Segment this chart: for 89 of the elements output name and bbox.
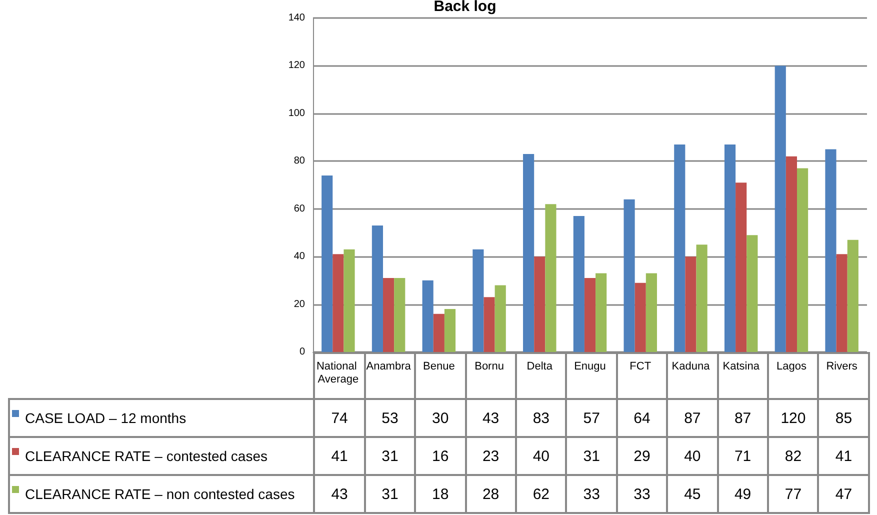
x-tick-label: Katsina [722, 360, 760, 372]
bar [674, 144, 686, 352]
y-tick-label: 140 [288, 12, 306, 24]
bar [322, 175, 333, 352]
bar [634, 282, 646, 352]
bar [344, 249, 355, 352]
bar [534, 256, 546, 352]
data-label: 74 [314, 399, 365, 437]
bar [523, 154, 534, 352]
data-label: 30 [415, 399, 466, 437]
bar [444, 309, 456, 352]
data-label: 71 [718, 437, 768, 475]
x-tick-label: Bornu [474, 360, 504, 372]
bar [746, 235, 758, 352]
bar [596, 273, 607, 352]
x-tick-label: FCT [630, 360, 652, 372]
bar [332, 254, 344, 352]
data-label: 18 [415, 475, 466, 513]
data-label: 77 [768, 475, 818, 513]
data-label: 85 [818, 399, 869, 437]
bar [724, 144, 736, 352]
y-tick-label: 20 [294, 298, 306, 310]
data-label: 40 [667, 437, 718, 475]
data-label: 40 [516, 437, 566, 475]
bar [774, 66, 786, 352]
bar [836, 254, 848, 352]
bar [494, 285, 506, 352]
y-tick-label: 120 [288, 60, 306, 72]
data-label: 62 [516, 475, 566, 513]
bar [383, 278, 394, 352]
legend-label: CLEARANCE RATE – contested cases [9, 437, 314, 475]
x-tick-label: Rivers [826, 360, 858, 372]
legend-label: CASE LOAD – 12 months [9, 399, 314, 437]
data-label: 43 [314, 475, 365, 513]
legend-label: CLEARANCE RATE – non contested cases [9, 475, 314, 513]
bar [736, 182, 747, 352]
bar [646, 273, 657, 352]
bar [786, 156, 797, 352]
y-tick-label: 100 [288, 108, 306, 119]
bar [433, 314, 444, 352]
data-label: 49 [718, 475, 768, 513]
data-label: 31 [566, 437, 617, 475]
data-label: 33 [566, 475, 617, 513]
bar [584, 278, 596, 352]
data-label: 41 [314, 437, 365, 475]
data-label: 87 [667, 399, 718, 437]
chart-title: Back log [434, 0, 496, 15]
y-tick-label: 80 [294, 156, 306, 167]
bar [825, 149, 836, 352]
bar [472, 249, 484, 352]
bar [394, 278, 406, 352]
bar [847, 240, 858, 352]
data-label: 23 [466, 437, 516, 475]
bar [372, 226, 384, 352]
x-tick-label: Anambra [366, 360, 412, 372]
bar [422, 280, 434, 352]
data-label: 64 [616, 399, 668, 437]
data-label: 45 [667, 475, 718, 513]
data-label: 120 [768, 399, 818, 437]
data-label: 29 [616, 437, 668, 475]
data-label: 41 [818, 437, 869, 475]
data-label: 53 [364, 399, 416, 437]
bar [685, 256, 696, 352]
x-tick-label: National Average [316, 360, 360, 386]
bar [696, 244, 708, 352]
y-tick-label: 60 [294, 203, 306, 214]
data-label: 87 [718, 399, 768, 437]
bar [796, 168, 808, 352]
x-tick-label: Kaduna [672, 360, 711, 372]
bar [624, 199, 635, 352]
x-tick-label: Benue [423, 360, 455, 372]
y-tick-label: 40 [294, 251, 306, 262]
data-label: 31 [364, 437, 416, 475]
data-label: 33 [616, 475, 668, 513]
bar [484, 297, 495, 352]
bar [573, 216, 584, 352]
y-tick-label: 0 [299, 346, 306, 358]
data-label: 28 [466, 475, 516, 513]
data-label: 43 [466, 399, 516, 437]
x-tick-label: Enugu [574, 360, 606, 372]
data-label: 31 [364, 475, 416, 513]
x-tick-label: Delta [526, 360, 554, 372]
data-label: 82 [768, 437, 818, 475]
data-label: 16 [415, 437, 466, 475]
data-label: 57 [566, 399, 617, 437]
bar [545, 204, 556, 352]
x-tick-label: Lagos [776, 360, 807, 372]
data-label: 47 [818, 475, 869, 513]
data-label: 83 [516, 399, 566, 437]
